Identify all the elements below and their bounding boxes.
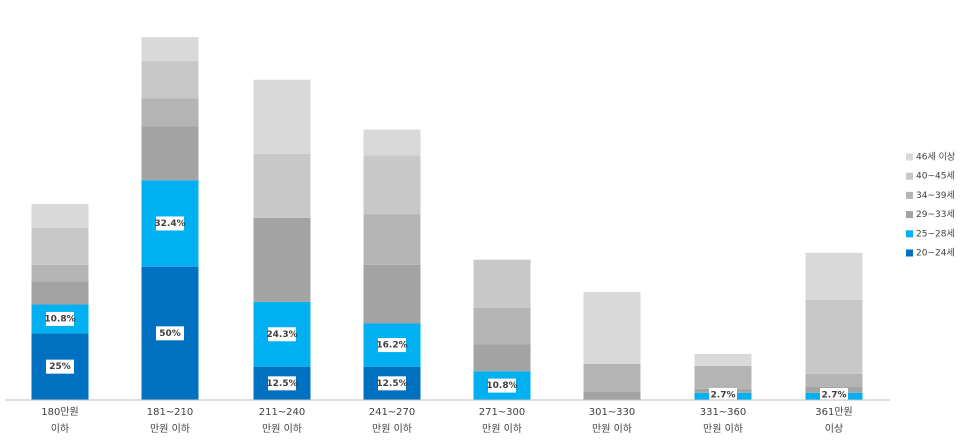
data-label: 2.7% <box>822 391 847 401</box>
legend-swatch <box>906 191 913 199</box>
bar-segment <box>253 153 311 218</box>
bar-segment <box>253 217 311 302</box>
data-label: 12.5% <box>266 379 297 389</box>
data-label: 10.8% <box>486 381 517 391</box>
data-label: 12.5% <box>376 379 407 389</box>
x-tick-label: 331~360 만원 이하 <box>699 407 747 435</box>
bar-segment <box>473 259 531 308</box>
legend-label: 29~33세 <box>916 209 955 220</box>
bar-segment <box>31 281 89 305</box>
data-label: 25% <box>49 362 71 372</box>
bar-segment <box>694 353 752 366</box>
label-box <box>268 327 296 342</box>
bar-segment <box>141 126 199 181</box>
x-tick-label: 271~300 만원 이하 <box>478 407 526 435</box>
bar-segment <box>805 252 863 300</box>
bar-segment <box>583 364 641 392</box>
legend-swatch <box>906 153 913 161</box>
bar-segment <box>583 292 641 364</box>
x-tick-label: 211~240 만원 이하 <box>258 407 306 435</box>
x-tick-label: 301~330 만원 이하 <box>588 407 636 435</box>
bar-segment <box>363 264 421 324</box>
label-box <box>268 376 296 391</box>
x-tick-label: 181~210 만원 이하 <box>146 407 194 435</box>
bar-segment <box>363 214 421 265</box>
legend-label: 40~45세 <box>916 171 955 182</box>
bar-segment <box>694 365 752 389</box>
data-label: 16.2% <box>376 341 407 351</box>
bar-segment <box>31 264 89 282</box>
bar-segment <box>473 307 531 345</box>
label-box <box>378 376 406 391</box>
bar-segment <box>141 37 199 62</box>
legend-label: 46세 이상 <box>916 152 955 163</box>
bar-segment <box>141 98 199 127</box>
bar-segment <box>473 344 531 372</box>
label-box <box>46 311 74 326</box>
legend-label: 34~39세 <box>916 190 955 201</box>
label-box <box>156 216 184 231</box>
legend-label: 20~24세 <box>916 248 955 259</box>
legend-label: 25~28세 <box>916 228 955 239</box>
label-box <box>709 388 737 402</box>
bar-segment <box>363 155 421 215</box>
bar-segment <box>253 79 311 154</box>
bar-segment <box>805 373 863 387</box>
x-tick-label: 361만원 이상 <box>815 407 853 435</box>
bar-segment <box>363 129 421 156</box>
bar-segment <box>583 392 641 400</box>
label-box <box>820 388 848 402</box>
data-label: 24.3% <box>266 330 297 340</box>
legend-swatch <box>906 211 913 219</box>
bar-segment <box>141 61 199 99</box>
x-tick-label: 180만원 이하 <box>41 407 79 435</box>
bar-segment <box>31 228 89 265</box>
label-box <box>156 326 184 341</box>
data-label: 10.8% <box>44 314 75 324</box>
bar-segment <box>31 204 89 228</box>
data-label: 50% <box>159 329 181 339</box>
label-box <box>378 338 406 353</box>
data-label: 2.7% <box>711 391 736 401</box>
label-box <box>46 359 74 374</box>
legend-swatch <box>906 249 913 257</box>
x-tick-label: 241~270 만원 이하 <box>368 407 416 435</box>
legend-swatch <box>906 230 913 238</box>
label-box <box>488 378 516 393</box>
data-label: 32.4% <box>154 219 185 229</box>
bar-segment <box>805 299 863 374</box>
legend-swatch <box>906 172 913 180</box>
